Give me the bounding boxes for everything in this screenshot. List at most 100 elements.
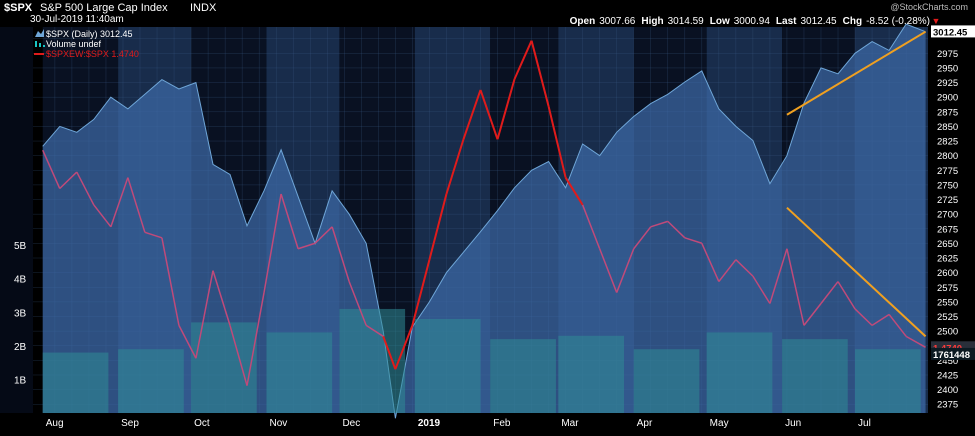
ratio-segment [650, 220, 668, 228]
ratio-segment [837, 281, 856, 310]
volume-bar [633, 349, 700, 413]
legend-text: $SPX (Daily) 3012.45 [46, 29, 133, 39]
timestamp: 30-Jul-2019 11:40am [30, 14, 124, 25]
volume-tick-label: 1B [14, 375, 27, 386]
price-badge-bg [931, 347, 975, 360]
ratio-segment [161, 237, 180, 326]
legend-swatch-area [35, 29, 44, 37]
legend-text: $SPXEW:$SPX 1.4740 [46, 49, 139, 59]
trendline-group [786, 30, 927, 338]
index-name: S&P 500 Large Cap Index [40, 2, 168, 14]
y-tick-label: 2750 [937, 180, 958, 191]
ratio-segment [314, 226, 333, 244]
legend-swatch-bar [43, 45, 45, 47]
stat-label: Open [570, 16, 596, 27]
ratio-segment [195, 270, 214, 359]
ratio-segment [786, 248, 805, 326]
ratio-segment [178, 325, 197, 359]
ratio-segment [615, 248, 635, 293]
y-tick-label: 2900 [937, 93, 958, 104]
ratio-segment [445, 138, 465, 195]
ratio-segment [871, 313, 890, 327]
y-tick-label: 2625 [937, 254, 958, 265]
y-tick-label: 2825 [937, 137, 958, 148]
ratio-segment [365, 324, 384, 337]
y-tick-label: 2975 [937, 49, 958, 60]
y-tick-label: 2675 [937, 224, 958, 235]
volume-bars [42, 308, 921, 413]
ratio-segment [144, 231, 163, 239]
chart-header: $SPX S&P 500 Large Cap Index INDX 30-Jul… [4, 2, 968, 25]
volume-bar [266, 332, 333, 413]
y-tick-label: 2450 [937, 356, 958, 367]
x-tick-label: Dec [342, 418, 360, 429]
ratio-segment [348, 281, 367, 326]
ratio-segment [42, 149, 61, 189]
stat-value: 3012.45 [800, 16, 837, 27]
spx-price-area [42, 24, 926, 419]
stat-label: Low [710, 16, 730, 27]
volume-bar [855, 349, 921, 413]
stat-value: -8.52 (-0.28%) [866, 16, 930, 27]
ratio-segment [394, 325, 414, 370]
ratio-segment [854, 308, 873, 326]
stat-value: 3007.66 [599, 16, 636, 27]
ratio-segment [110, 177, 129, 228]
y-tick-label: 2500 [937, 327, 958, 338]
ohlc-stats: Open 3007.66 High 3014.59 Low 3000.94 Last 3012… [570, 16, 941, 27]
ratio-segment [633, 226, 652, 250]
volume-bar [782, 339, 848, 413]
y-tick-label: 2600 [937, 268, 958, 279]
ratio-segment [718, 259, 737, 283]
stat-label: Last [776, 16, 797, 27]
price-badge-bg [931, 25, 975, 38]
ratio-segment [513, 40, 533, 80]
ratio-segment [820, 281, 839, 304]
legend-swatch-bar [35, 41, 37, 47]
x-axis: Aug Sep Oct Nov Dec 2019 Feb Mar Apr May Jun Jul [46, 418, 871, 429]
volume-tick-label: 3B [14, 308, 27, 319]
volume-tick-label: 5B [14, 241, 27, 252]
x-tick-label: Jul [858, 418, 871, 429]
x-tick-label: Aug [46, 418, 64, 429]
y-tick-label: 2650 [937, 239, 958, 250]
y-tick-label: 2725 [937, 195, 958, 206]
ratio-segment [735, 259, 754, 277]
left-margin [0, 27, 33, 413]
legend-text: Volume undef [46, 39, 102, 49]
ratio-segment [411, 259, 431, 326]
y-tick-label: 2800 [937, 151, 958, 162]
ratio-segment [59, 171, 78, 190]
spx-price-line [42, 23, 926, 419]
ratio-segment [428, 193, 448, 260]
ratio-segment [331, 226, 350, 282]
y-tick-label: 2775 [937, 166, 958, 177]
ratio-segment [246, 292, 265, 386]
ratio-segment [581, 204, 601, 250]
x-tick-label: Mar [561, 418, 579, 429]
ratio-segment [297, 242, 316, 250]
x-tick-label: May [710, 418, 729, 429]
y-tick-label: 2875 [937, 107, 958, 118]
volume-bar [42, 352, 109, 413]
volume-tick-label: 4B [14, 275, 27, 286]
trendline [786, 206, 927, 338]
volume-axis: 1B 2B 3B 4B 5B [14, 241, 27, 386]
stat-value: 3000.94 [734, 16, 771, 27]
stat-label: Chg [843, 16, 862, 27]
volume-bar [558, 335, 624, 413]
volume-bar [118, 349, 184, 413]
trendline [786, 30, 927, 116]
y-tick-label: 2400 [937, 385, 958, 396]
x-tick-label: 2019 [418, 418, 441, 429]
symbol-label: $SPX [4, 2, 33, 14]
ratio-segment [684, 237, 703, 244]
volume-tick-label: 2B [14, 342, 27, 353]
ratio-segment [752, 275, 771, 304]
ratio-segment [263, 193, 282, 293]
volume-bar [490, 339, 556, 413]
ratio-segment [905, 335, 926, 348]
ratio-segment [803, 303, 822, 326]
